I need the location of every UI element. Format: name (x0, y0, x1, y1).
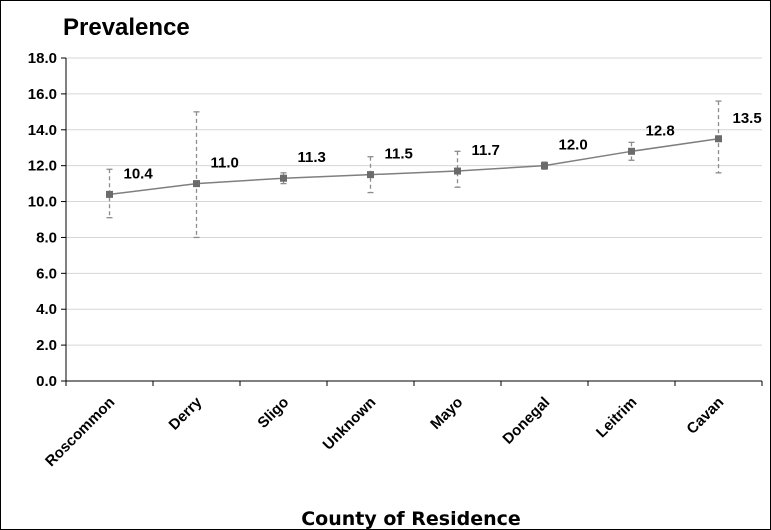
y-tick-label: 14.0 (28, 122, 57, 139)
y-tick-label: 10.0 (28, 194, 57, 211)
y-tick-label: 8.0 (36, 229, 57, 246)
y-tick-label: 6.0 (36, 265, 57, 282)
x-axis-title: County of Residence (301, 508, 521, 530)
data-label: 11.0 (211, 155, 239, 172)
data-point (628, 148, 635, 155)
data-point (715, 135, 722, 142)
y-tick-label: 0.0 (36, 373, 57, 390)
data-label: 11.3 (298, 149, 326, 166)
y-tick-label: 4.0 (36, 301, 57, 318)
data-label: 12.0 (559, 137, 588, 154)
data-point (106, 191, 113, 198)
data-point (367, 171, 374, 178)
data-label: 13.5 (733, 110, 762, 127)
data-point (193, 180, 200, 187)
data-label: 10.4 (124, 165, 154, 182)
chart-title: Prevalence (63, 14, 190, 41)
data-point (541, 162, 548, 169)
y-tick-label: 16.0 (28, 86, 57, 103)
data-point (454, 168, 461, 175)
data-label: 11.5 (385, 146, 413, 163)
y-tick-label: 2.0 (36, 337, 57, 354)
data-point (280, 175, 287, 182)
data-label: 11.7 (472, 142, 500, 159)
y-tick-label: 12.0 (28, 158, 57, 175)
y-tick-label: 18.0 (28, 50, 57, 67)
data-label: 12.8 (646, 122, 675, 139)
